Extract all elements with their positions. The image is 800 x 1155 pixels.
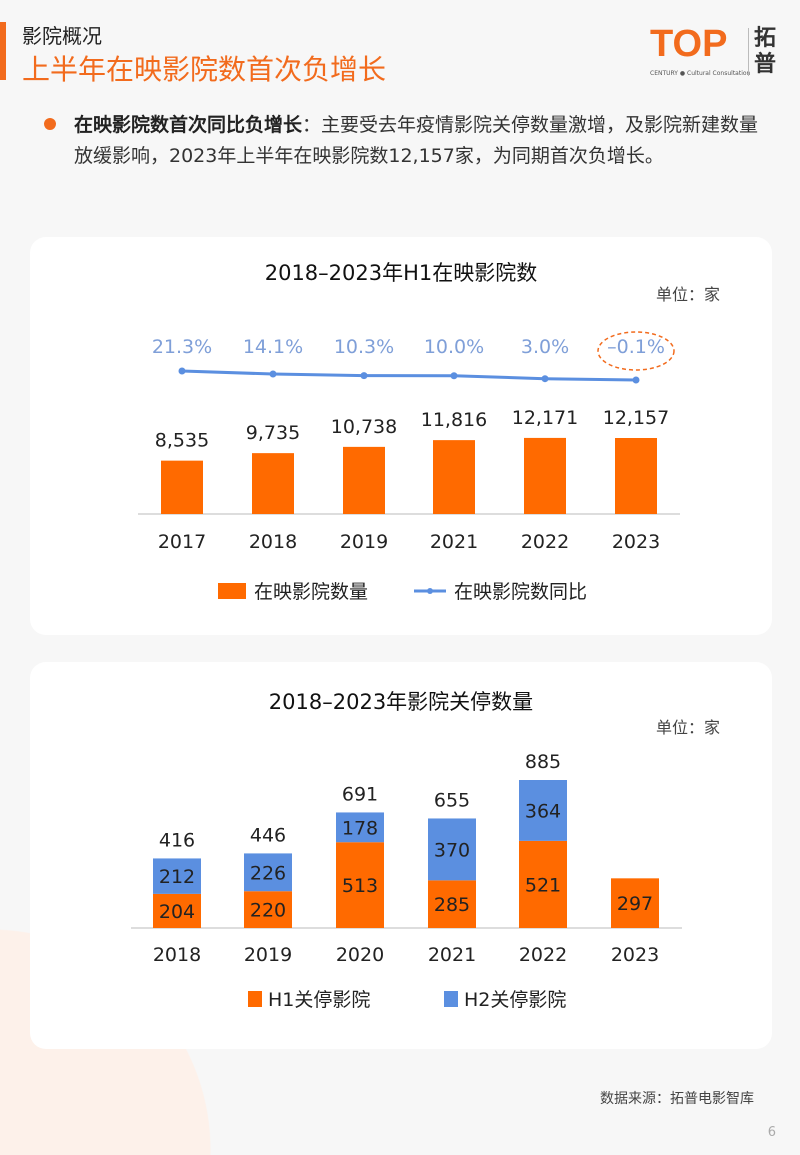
data-label: 178 — [342, 817, 378, 839]
x-tick-label: 2020 — [336, 944, 384, 966]
data-label: 521 — [525, 874, 561, 896]
bar-h1 — [611, 878, 659, 928]
chart-unit: 单位：家 — [655, 718, 720, 737]
line-label: 3.0% — [521, 336, 569, 358]
legend-swatch-h1 — [248, 991, 262, 1007]
bar — [161, 460, 203, 514]
chart-card-cinemas: 2018–2023年H1在映影院数 单位：家 — [30, 237, 772, 635]
data-label: 9,735 — [246, 422, 300, 444]
data-label: 364 — [525, 800, 561, 822]
total-label: 655 — [434, 789, 470, 811]
chart-card-closures: 2018–2023年影院关停数量 单位：家 — [30, 662, 772, 1049]
x-tick-label: 2023 — [611, 944, 659, 966]
legend-label: 在映影院数量 — [254, 581, 368, 603]
x-tick-label: 2023 — [612, 531, 660, 553]
summary-paragraph: 在映影院数首次同比负增长：主要受去年疫情影院关停数量激增，及影院新建数量放缓影响… — [74, 114, 759, 167]
bar-h2 — [428, 818, 476, 881]
legend-label: 在映影院数同比 — [454, 581, 587, 603]
bar — [433, 440, 475, 514]
bar-h2 — [336, 812, 384, 843]
title-accent-bar — [0, 22, 6, 80]
data-label: 204 — [159, 901, 195, 923]
x-tick-label: 2018 — [249, 531, 297, 553]
chart-title: 2018–2023年影院关停数量 — [268, 690, 534, 714]
data-label: 12,157 — [603, 407, 669, 429]
bar-h2 — [153, 858, 201, 894]
line-label: 21.3% — [152, 336, 212, 358]
x-tick-label: 2021 — [428, 944, 476, 966]
page-number: 6 — [767, 1125, 776, 1140]
bar-h1 — [519, 840, 567, 928]
chart-title: 2018–2023年H1在映影院数 — [264, 261, 538, 285]
bar-h1 — [336, 842, 384, 928]
chart-unit: 单位：家 — [655, 285, 720, 304]
x-tick-label: 2021 — [430, 531, 478, 553]
line-label: 10.0% — [424, 336, 484, 358]
bar-h1 — [244, 891, 292, 928]
line-label: –0.1% — [607, 336, 665, 358]
data-label: 8,535 — [155, 430, 209, 452]
section-label: 影院概况 — [22, 24, 102, 48]
legend-swatch-h2 — [444, 991, 458, 1007]
bar-h1 — [428, 880, 476, 928]
line-point — [178, 367, 186, 375]
total-label: 416 — [159, 829, 195, 851]
highlight-circle — [597, 331, 675, 371]
line-point — [360, 372, 368, 380]
data-label: 297 — [617, 893, 653, 915]
data-label: 11,816 — [421, 409, 487, 431]
x-tick-label: 2019 — [244, 944, 292, 966]
bar-h2 — [244, 853, 292, 892]
data-label: 226 — [250, 862, 286, 884]
data-label: 285 — [434, 894, 470, 916]
data-label: 10,738 — [331, 416, 397, 438]
bullet-dot-icon — [44, 118, 56, 130]
legend-label: H2关停影院 — [464, 989, 566, 1011]
line-point — [541, 375, 549, 383]
x-tick-label: 2019 — [340, 531, 388, 553]
bar — [524, 437, 566, 514]
x-tick-label: 2022 — [521, 531, 569, 553]
line-label: 10.3% — [334, 336, 394, 358]
line-series — [181, 369, 637, 382]
data-label: 12,171 — [512, 407, 578, 429]
bar — [343, 446, 385, 514]
bar-h2 — [519, 780, 567, 841]
line-point — [450, 372, 458, 380]
legend-swatch-point — [427, 588, 433, 594]
legend-label: H1关停影院 — [268, 989, 370, 1011]
data-label: 513 — [342, 875, 378, 897]
data-label: 220 — [250, 900, 286, 922]
line-point — [269, 370, 277, 378]
page-title: 上半年在映影院数首次负增长 — [22, 53, 387, 86]
data-label: 212 — [159, 866, 195, 888]
total-label: 446 — [250, 824, 286, 846]
data-source: 数据来源：拓普电影智库 — [600, 1091, 754, 1107]
bar — [615, 438, 657, 514]
x-tick-label: 2018 — [153, 944, 201, 966]
line-label: 14.1% — [243, 336, 303, 358]
x-tick-label: 2022 — [519, 944, 567, 966]
brand-logo: TOP CENTURY ● Cultural Consultation 拓普 — [650, 23, 777, 77]
total-label: 885 — [525, 751, 561, 773]
line-point — [632, 376, 640, 384]
bar-h1 — [153, 893, 201, 928]
legend-swatch-bar — [218, 583, 246, 599]
bar — [252, 453, 294, 514]
total-label: 691 — [342, 783, 378, 805]
data-label: 370 — [434, 839, 470, 861]
x-tick-label: 2017 — [158, 531, 206, 553]
